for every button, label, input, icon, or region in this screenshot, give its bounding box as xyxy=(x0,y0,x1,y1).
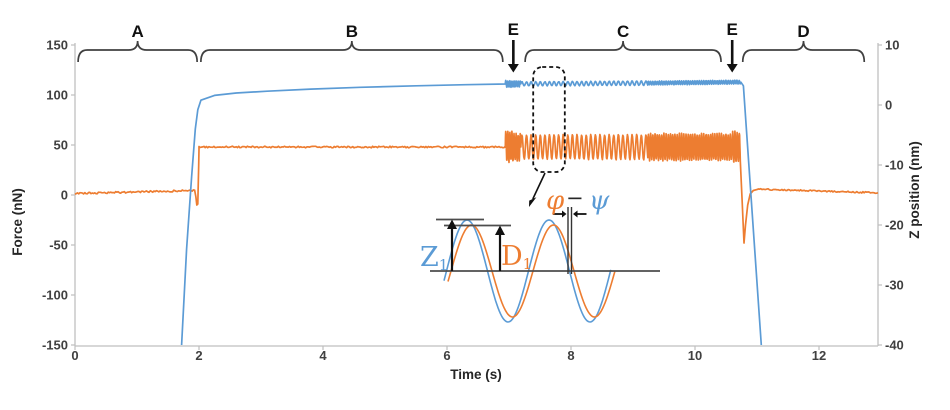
phase-left-arrowhead xyxy=(562,210,567,218)
z1-label: Z1 xyxy=(420,242,448,274)
region-brace-A xyxy=(77,40,198,63)
y-right-tick-label: -20 xyxy=(885,218,904,233)
region-label-D: D xyxy=(797,22,809,41)
minus-label: − xyxy=(566,186,584,210)
z1-arrowhead xyxy=(447,219,457,229)
region-label-E: E xyxy=(508,20,519,39)
region-label-E: E xyxy=(727,20,738,39)
inset-diagram: Z1 D1 φ − ψ xyxy=(420,186,660,323)
region-brace-D xyxy=(741,40,866,63)
y-left-tick-label: -100 xyxy=(42,288,68,303)
axes-layer: 0 2 4 6 8 10 12150100500-50-100-150100-10-20-3… xyxy=(42,38,904,364)
inset-waves xyxy=(443,219,616,323)
y-left-tick-label: 0 xyxy=(61,188,68,203)
inset-z-wave xyxy=(443,219,612,323)
y-right-tick-label: 0 xyxy=(885,98,892,113)
y-right-tick-label: -30 xyxy=(885,278,904,293)
force-curve xyxy=(74,130,879,244)
y-left-tick-label: -150 xyxy=(42,338,68,353)
y-left-axis-title: Force (nN) xyxy=(10,188,25,256)
z-position-curve xyxy=(180,79,763,346)
x-tick-label: 4 xyxy=(319,348,327,363)
d1-label: D1 xyxy=(501,241,532,273)
x-tick-label: 8 xyxy=(567,348,574,363)
x-tick-label: 12 xyxy=(812,348,826,363)
x-tick-label: 2 xyxy=(195,348,202,363)
region-label-B: B xyxy=(346,22,358,41)
y-left-tick-label: 50 xyxy=(54,138,68,153)
zoom-box-arrow-head xyxy=(529,197,537,207)
y-left-tick-label: 150 xyxy=(46,38,68,53)
zoom-box xyxy=(532,66,566,173)
phi-label: φ xyxy=(546,186,565,216)
curves-layer xyxy=(74,79,879,346)
x-tick-label: 0 xyxy=(71,348,78,363)
x-tick-label: 6 xyxy=(443,348,450,363)
psi-label: ψ xyxy=(589,186,610,216)
d1-arrowhead xyxy=(495,225,505,235)
region-brace-B xyxy=(200,40,504,63)
region-label-C: C xyxy=(617,22,629,41)
region-brace-C xyxy=(524,40,722,63)
y-right-tick-label: -10 xyxy=(885,158,904,173)
zoom-box-arrow-line xyxy=(532,172,546,200)
x-axis-title: Time (s) xyxy=(450,367,502,382)
y-right-tick-label: -40 xyxy=(885,338,904,353)
x-tick-label: 10 xyxy=(688,348,702,363)
y-right-tick-label: 10 xyxy=(885,38,899,53)
inset-force-wave xyxy=(447,224,616,318)
y-left-tick-label: -50 xyxy=(49,238,68,253)
y-right-axis-title: Z position (nm) xyxy=(907,141,922,238)
event-arrow-head xyxy=(507,64,519,73)
phase-right-arrowhead xyxy=(573,210,578,218)
region-label-A: A xyxy=(131,22,143,41)
y-left-tick-label: 100 xyxy=(46,88,68,103)
event-arrow-head xyxy=(726,64,738,73)
